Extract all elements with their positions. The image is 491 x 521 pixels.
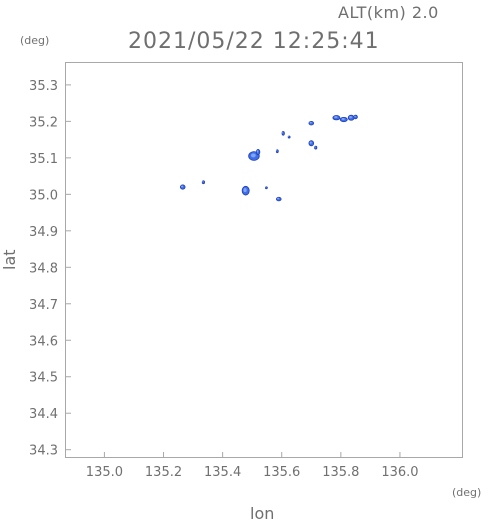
echo-cell-core <box>243 188 247 193</box>
x-tick-label: 135.2 <box>145 465 182 480</box>
x-tick-label: 135.8 <box>322 465 359 480</box>
plot-frame <box>65 62 463 458</box>
altitude-label: ALT(km) 2.0 <box>338 3 439 22</box>
echo-cell-core <box>277 197 280 200</box>
x-tick-label: 136.0 <box>381 465 418 480</box>
y-tick-label: 34.6 <box>29 334 58 349</box>
y-unit-label: (deg) <box>20 34 49 47</box>
echo-cell-core <box>341 117 345 120</box>
echo-cell-core <box>181 185 184 188</box>
y-tick-label: 35.1 <box>29 152 58 167</box>
y-tick-label: 34.4 <box>29 407 58 422</box>
echo-cell-core <box>265 186 267 188</box>
echo-cell-core <box>250 153 256 158</box>
echo-cell-core <box>349 115 352 119</box>
x-ticks: 135.0 135.2 135.4 135.6 135.8 136.0 <box>86 452 419 480</box>
x-tick-label: 135.6 <box>263 465 300 480</box>
x-tick-label: 135.4 <box>204 465 241 480</box>
x-unit-label: (deg) <box>452 486 481 499</box>
y-tick-label: 34.3 <box>29 444 58 459</box>
y-tick-label: 35.2 <box>29 115 58 130</box>
y-tick-label: 34.7 <box>29 298 58 313</box>
echo-cell-core <box>288 135 290 137</box>
x-tick-label: 135.0 <box>86 465 123 480</box>
echo-cell-core <box>354 115 356 118</box>
echo-cell-core <box>282 131 284 134</box>
echo-cell-core <box>309 121 312 124</box>
y-tick-label: 34.9 <box>29 225 58 240</box>
x-axis-label: lon <box>250 504 274 521</box>
y-tick-label: 35.0 <box>29 188 58 203</box>
echo-cell-core <box>334 116 338 119</box>
echo-cell <box>353 114 358 120</box>
timestamp-title: 2021/05/22 12:25:41 <box>128 29 380 54</box>
echo-cell-core <box>309 141 312 144</box>
echo-cell-core <box>202 181 204 183</box>
echo-cells <box>179 114 358 202</box>
y-tick-label: 34.8 <box>29 261 58 276</box>
y-ticks: 34.3 34.4 34.5 34.6 34.7 34.8 34.9 35.0 35.1 35.2… <box>29 79 71 459</box>
echo-cell-core <box>314 146 316 148</box>
y-axis-label: lat <box>0 249 19 270</box>
echo-cell-core <box>256 150 259 153</box>
y-tick-label: 34.5 <box>29 371 58 386</box>
y-tick-label: 35.3 <box>29 79 58 94</box>
echo-cell-core <box>276 150 278 152</box>
